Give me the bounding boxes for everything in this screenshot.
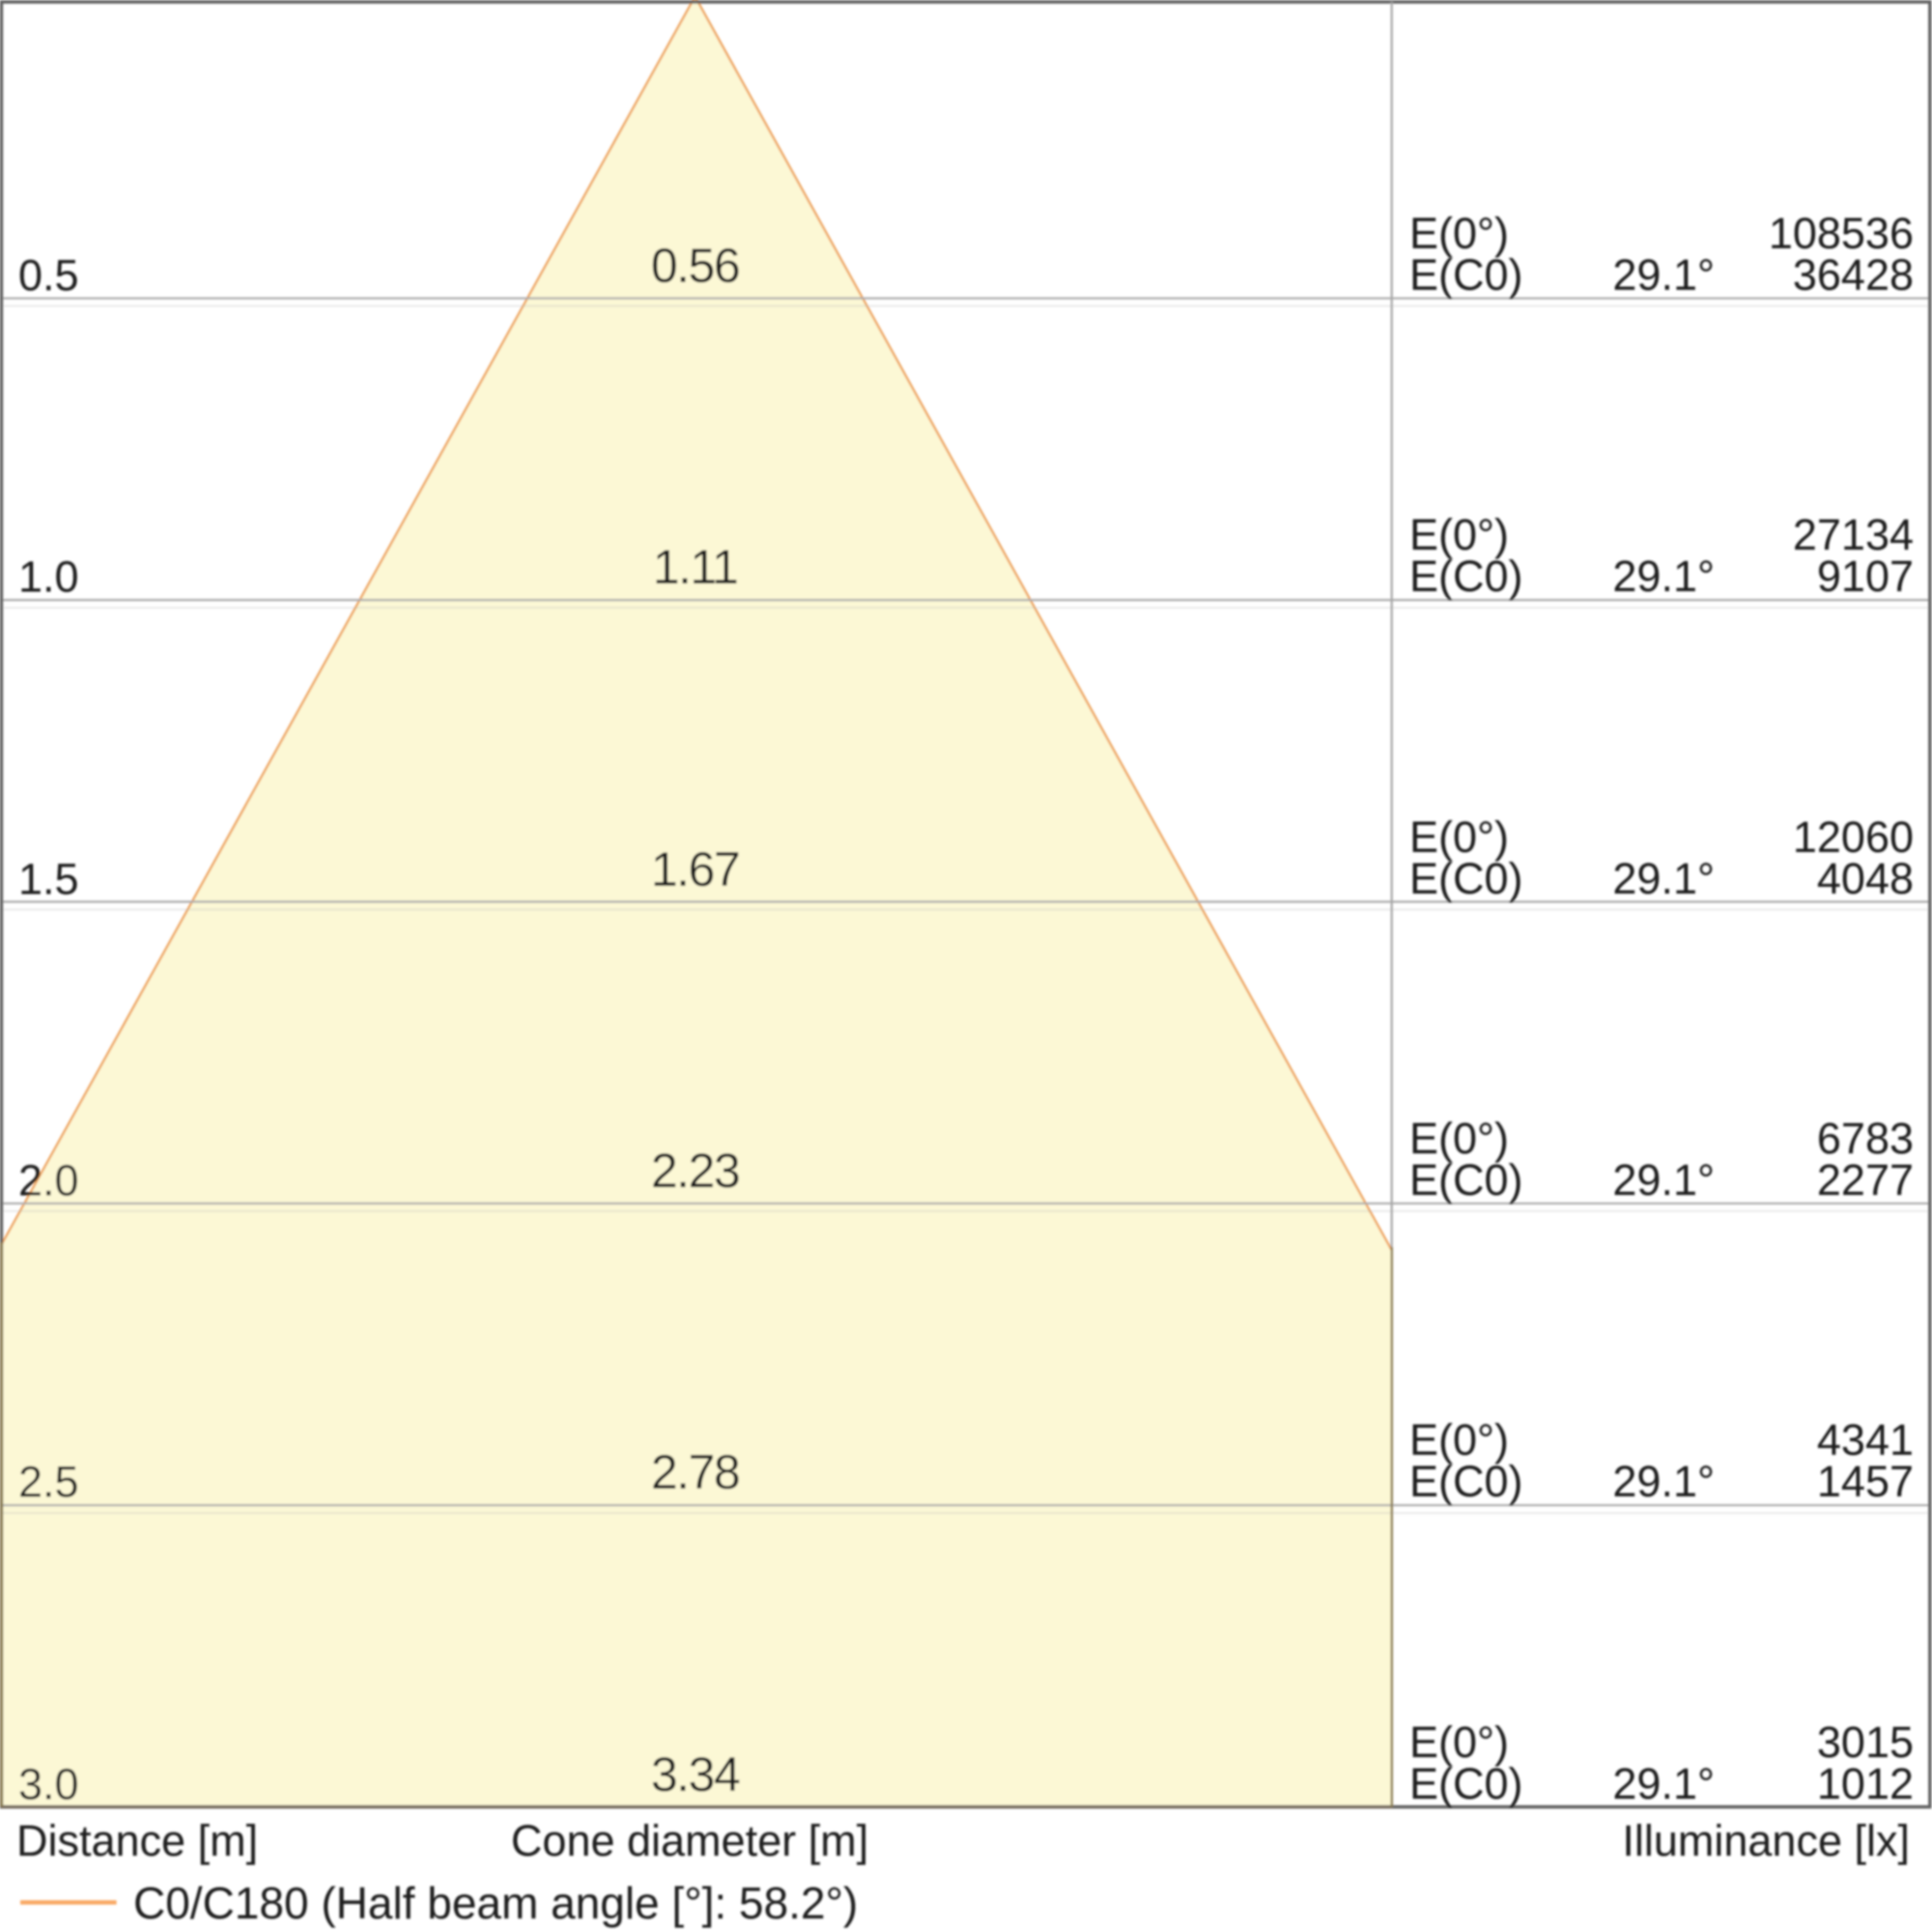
svg-text:12060: 12060 xyxy=(1793,812,1914,862)
svg-text:29.1°: 29.1° xyxy=(1612,1457,1715,1506)
svg-text:1.5: 1.5 xyxy=(18,855,79,904)
svg-text:108536: 108536 xyxy=(1769,209,1914,258)
svg-text:3.34: 3.34 xyxy=(651,1747,740,1802)
svg-text:29.1°: 29.1° xyxy=(1612,552,1715,601)
svg-text:Illuminance [lx]: Illuminance [lx] xyxy=(1622,1816,1910,1865)
svg-text:E(C0): E(C0) xyxy=(1409,1457,1523,1506)
svg-text:36428: 36428 xyxy=(1793,250,1914,299)
svg-text:Distance [m]: Distance [m] xyxy=(16,1816,258,1865)
svg-text:29.1°: 29.1° xyxy=(1612,1155,1715,1205)
svg-text:C0/C180 (Half beam angle [°]:: C0/C180 (Half beam angle [°]: 58.2°) xyxy=(133,1878,858,1928)
svg-text:1.67: 1.67 xyxy=(651,842,739,896)
svg-text:4341: 4341 xyxy=(1817,1415,1914,1464)
svg-text:6783: 6783 xyxy=(1817,1114,1914,1163)
svg-text:E(0°): E(0°) xyxy=(1409,209,1509,258)
svg-text:29.1°: 29.1° xyxy=(1612,250,1715,299)
svg-text:1012: 1012 xyxy=(1817,1759,1914,1808)
svg-text:E(0°): E(0°) xyxy=(1409,510,1509,559)
svg-text:E(0°): E(0°) xyxy=(1409,1114,1509,1163)
svg-text:Cone diameter [m]: Cone diameter [m] xyxy=(511,1816,868,1865)
svg-text:2.0: 2.0 xyxy=(18,1156,79,1206)
svg-text:E(C0): E(C0) xyxy=(1409,854,1523,903)
svg-text:27134: 27134 xyxy=(1793,510,1914,559)
svg-text:1.11: 1.11 xyxy=(653,540,738,594)
svg-text:2277: 2277 xyxy=(1817,1155,1914,1205)
svg-text:2.23: 2.23 xyxy=(651,1144,739,1198)
svg-text:E(C0): E(C0) xyxy=(1409,552,1523,601)
svg-text:0.5: 0.5 xyxy=(18,251,79,300)
svg-text:E(0°): E(0°) xyxy=(1409,1718,1509,1767)
svg-text:1457: 1457 xyxy=(1817,1457,1914,1506)
svg-text:3.0: 3.0 xyxy=(18,1760,79,1809)
svg-text:E(0°): E(0°) xyxy=(1409,1415,1509,1464)
svg-text:9107: 9107 xyxy=(1817,552,1914,601)
svg-text:29.1°: 29.1° xyxy=(1612,854,1715,903)
svg-text:1.0: 1.0 xyxy=(18,553,79,602)
svg-text:0.56: 0.56 xyxy=(651,239,739,293)
svg-text:4048: 4048 xyxy=(1817,854,1914,903)
svg-text:3015: 3015 xyxy=(1817,1718,1914,1767)
svg-text:E(0°): E(0°) xyxy=(1409,812,1509,862)
svg-text:2.78: 2.78 xyxy=(651,1445,739,1499)
svg-text:29.1°: 29.1° xyxy=(1612,1759,1715,1808)
svg-text:2.5: 2.5 xyxy=(18,1458,79,1507)
svg-text:E(C0): E(C0) xyxy=(1409,250,1523,299)
svg-text:E(C0): E(C0) xyxy=(1409,1155,1523,1205)
svg-text:E(C0): E(C0) xyxy=(1409,1759,1523,1808)
